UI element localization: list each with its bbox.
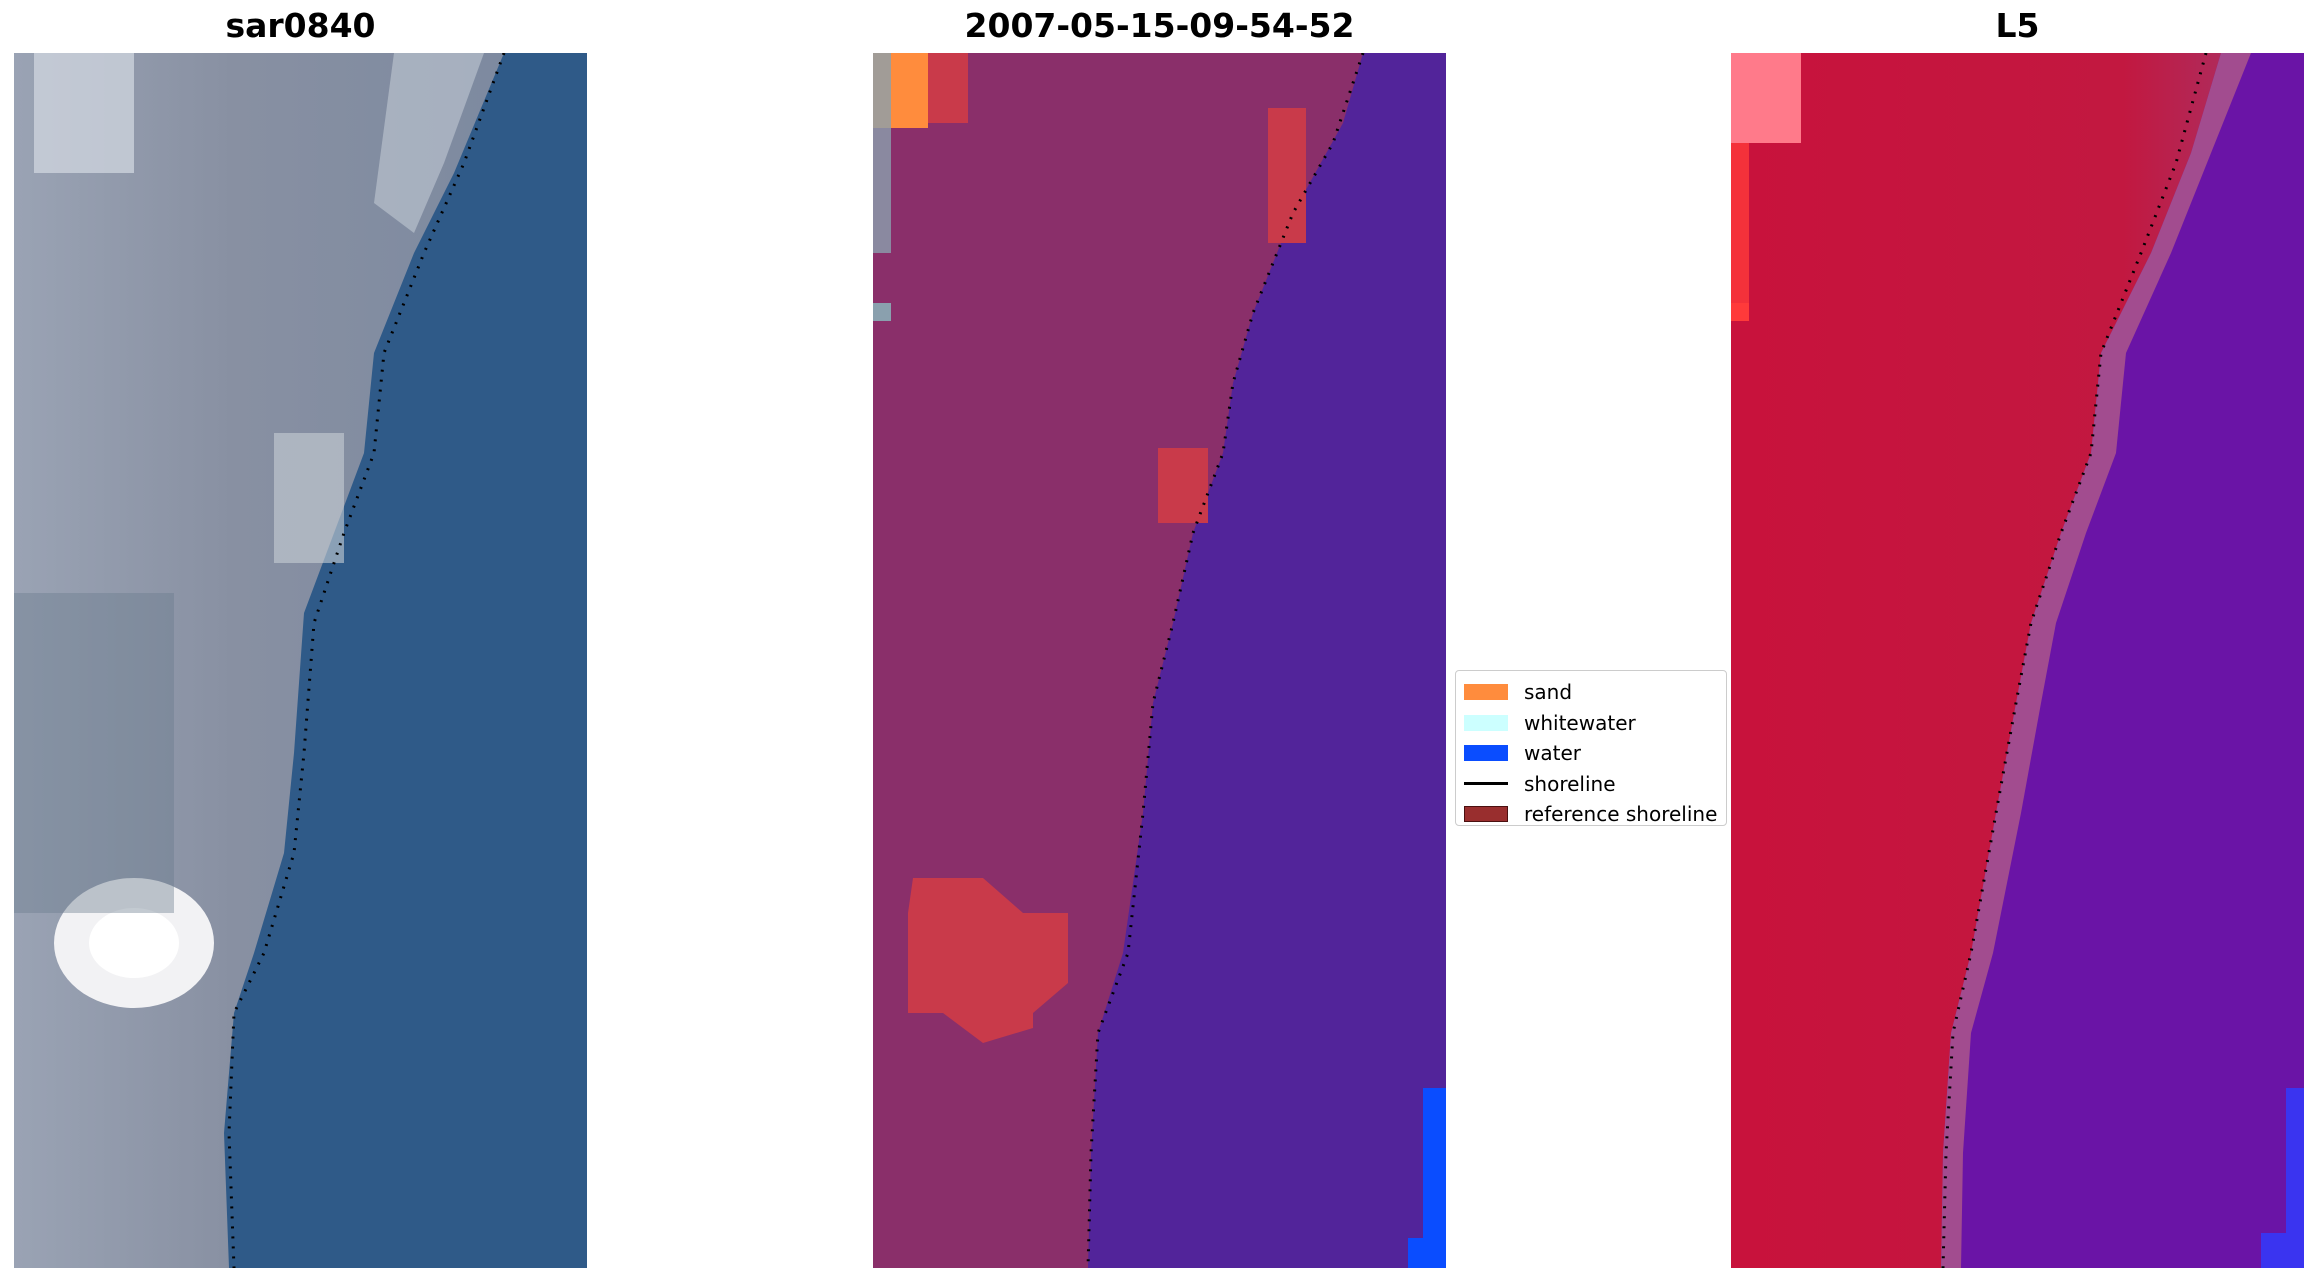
classified-image-panel bbox=[873, 53, 1446, 1268]
legend: sand whitewater water shoreline referenc… bbox=[1455, 670, 1727, 826]
whitewater-swatch bbox=[1464, 714, 1508, 731]
legend-item-reference-shoreline: reference shoreline bbox=[1464, 799, 1718, 830]
panel-title-rgb: sar0840 bbox=[225, 6, 376, 45]
reference-shoreline-swatch bbox=[1464, 806, 1508, 823]
legend-item-water: water bbox=[1464, 738, 1718, 769]
rgb-image bbox=[14, 53, 587, 1268]
legend-item-shoreline: shoreline bbox=[1464, 769, 1718, 800]
rgb-image-panel bbox=[14, 53, 587, 1268]
water-swatch bbox=[1464, 745, 1508, 762]
index-image-panel bbox=[1731, 53, 2304, 1268]
panel-title-index: L5 bbox=[1995, 6, 2040, 45]
legend-label: sand bbox=[1524, 680, 1573, 705]
legend-label: reference shoreline bbox=[1524, 802, 1718, 827]
legend-label: shoreline bbox=[1524, 771, 1616, 796]
sand-swatch bbox=[1464, 684, 1508, 701]
shoreline-dots bbox=[1941, 53, 2208, 1268]
shoreline-line-swatch bbox=[1464, 782, 1508, 786]
legend-label: water bbox=[1524, 741, 1581, 766]
legend-item-whitewater: whitewater bbox=[1464, 708, 1718, 739]
classified-image bbox=[873, 53, 1446, 1268]
legend-item-sand: sand bbox=[1464, 677, 1718, 708]
panel-title-classified: 2007-05-15-09-54-52 bbox=[964, 6, 1355, 45]
legend-label: whitewater bbox=[1524, 710, 1636, 735]
index-land bbox=[1731, 53, 2221, 1268]
index-image bbox=[1731, 53, 2304, 1268]
